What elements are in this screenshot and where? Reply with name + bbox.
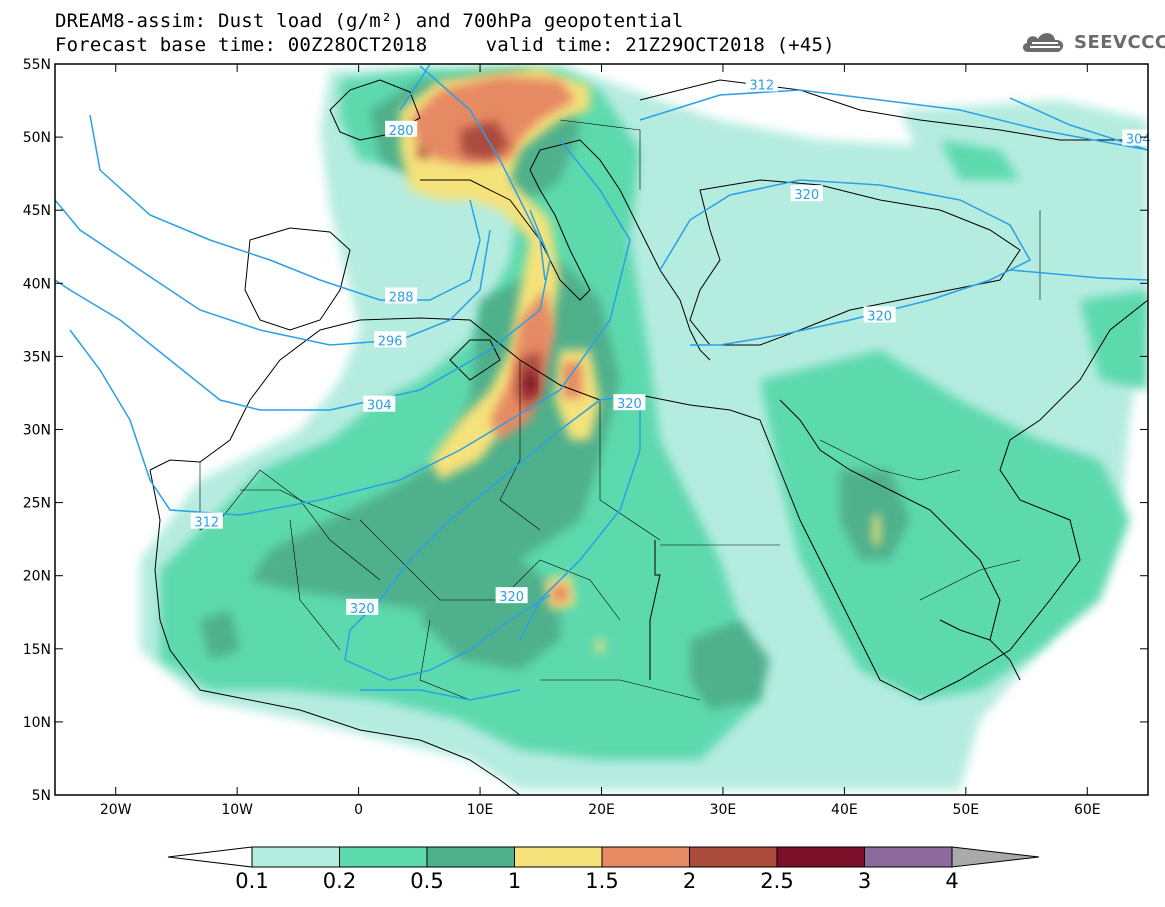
colorbar-segment — [864, 846, 953, 868]
country-borders — [199, 119, 1041, 701]
lat-tick-label: 30N — [23, 423, 51, 439]
lon-tick-label: 50E — [952, 802, 979, 818]
lon-tick-label: 10E — [467, 802, 494, 818]
contour-label: 320 — [867, 309, 892, 324]
colorbar-label: 1.5 — [585, 869, 618, 893]
lat-tick-label: 50N — [23, 130, 51, 146]
contour-label: 320 — [350, 602, 375, 617]
contour-label-bg — [745, 75, 778, 92]
contour-label: 320 — [617, 397, 642, 412]
logo-text: SEEVCCC — [1074, 31, 1165, 53]
colorbar-label: 2.5 — [760, 869, 793, 893]
lat-tick-label: 25N — [23, 496, 51, 512]
colorbar-label: 2 — [683, 869, 696, 893]
contour-label: 304 — [1126, 133, 1151, 148]
contour-label-bg — [363, 395, 396, 412]
contour-label-bg — [374, 331, 407, 348]
cloud-icon — [1022, 33, 1064, 52]
colorbar-segment — [601, 846, 690, 868]
colorbar-segment — [251, 846, 340, 868]
contour-label: 312 — [749, 78, 774, 93]
axis-ticks: 20W 10W 0 10E 20E 30E 40E 50E 60E 55N 50N 45N 40N 35N… — [23, 57, 1148, 818]
lat-tick-label: 20N — [23, 569, 51, 585]
contour-label-bg — [346, 598, 379, 615]
colorbar-segment — [339, 846, 428, 868]
lat-tick-label: 10N — [23, 715, 51, 731]
contour-label-bg — [495, 587, 528, 604]
lon-tick-label: 30E — [710, 802, 737, 818]
contour-label: 312 — [194, 516, 219, 531]
colorbar-label: 1 — [508, 869, 521, 893]
dust-field — [55, 64, 1148, 795]
colorbar-label: 0.2 — [323, 869, 356, 893]
contour-labels: 280 288 296 304 312 312 304 320 320 320 320 320 — [190, 75, 1155, 617]
contour-label-bg — [790, 185, 823, 202]
lat-tick-label: 55N — [23, 57, 51, 73]
contour-label-bg — [385, 120, 418, 137]
colorbar-under-arrow — [167, 846, 253, 868]
colorbar-label: 4 — [945, 869, 958, 893]
lat-tick-label: 45N — [23, 203, 51, 219]
colorbar-segment — [689, 846, 778, 868]
lat-tick-label: 35N — [23, 349, 51, 365]
contour-label-bg — [1122, 129, 1155, 146]
lon-tick-label: 10W — [221, 802, 253, 818]
colorbar-segment — [514, 846, 603, 868]
lon-tick-label: 20E — [588, 802, 615, 818]
colorbar-label: 3 — [858, 869, 871, 893]
colorbar-segment — [776, 846, 865, 868]
contour-label-bg — [863, 306, 896, 323]
map-title: DREAM8-assim: Dust load (g/m²) and 700hP… — [55, 10, 684, 32]
contour-label-bg — [190, 512, 223, 529]
geopotential-contours — [55, 64, 1148, 701]
contour-label-bg — [385, 287, 418, 304]
contour-label: 320 — [499, 590, 524, 605]
contour-label: 288 — [389, 290, 414, 305]
contour-label: 320 — [794, 188, 819, 203]
contour-label-bg — [613, 394, 646, 411]
contour-label: 296 — [378, 334, 403, 349]
colorbar-label: 0.5 — [410, 869, 443, 893]
lat-tick-label: 5N — [32, 788, 51, 804]
lon-tick-label: 20W — [100, 802, 132, 818]
lat-tick-label: 15N — [23, 642, 51, 658]
contour-label: 304 — [367, 399, 392, 414]
colorbar-segment — [426, 846, 515, 868]
lat-tick-label: 40N — [23, 276, 51, 292]
colorbar: 0.1 0.2 0.5 1 1.5 2 2.5 3 4 — [167, 846, 1040, 893]
lon-tick-label: 0 — [354, 802, 363, 818]
seevccc-logo: SEEVCCC — [1020, 28, 1165, 56]
lon-tick-label: 60E — [1074, 802, 1101, 818]
colorbar-over-arrow — [951, 846, 1040, 868]
colorbar-label: 0.1 — [235, 869, 268, 893]
forecast-times: Forecast base time: 00Z28OCT2018 valid t… — [55, 34, 835, 56]
lon-tick-label: 40E — [831, 802, 858, 818]
contour-label: 280 — [389, 124, 414, 139]
